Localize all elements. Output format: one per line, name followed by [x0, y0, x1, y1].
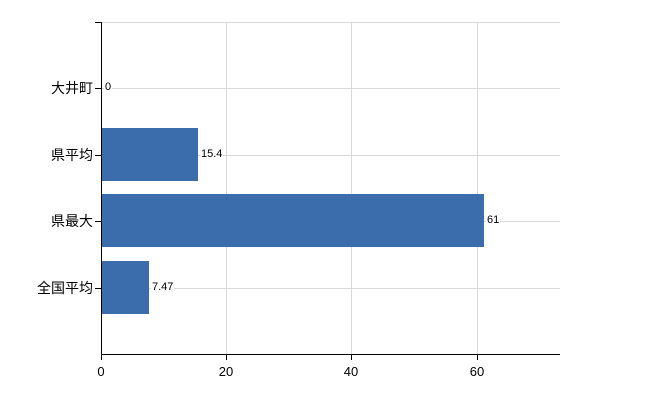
x-tick-label: 40 — [343, 364, 359, 379]
category-label: 大井町 — [51, 80, 93, 96]
value-label: 15.4 — [200, 148, 224, 161]
y-axis-tick — [95, 221, 101, 222]
gridline-h — [101, 155, 560, 156]
value-label: 7.47 — [151, 281, 175, 294]
category-label: 全国平均 — [37, 280, 93, 296]
y-axis-tick — [95, 155, 101, 156]
gridline-v — [477, 22, 478, 354]
category-label: 県平均 — [51, 147, 93, 163]
bar — [102, 128, 198, 181]
gridline-v — [351, 22, 352, 354]
value-label: 61 — [486, 214, 501, 227]
plot-top-border — [101, 22, 560, 23]
x-axis-tick — [226, 354, 227, 360]
bar — [102, 261, 149, 314]
y-axis-tick — [95, 88, 101, 89]
category-label: 県最大 — [51, 213, 93, 229]
x-tick-label: 60 — [469, 364, 485, 379]
y-axis — [101, 22, 102, 355]
x-axis-tick — [101, 354, 102, 360]
y-axis-tick — [95, 288, 101, 289]
value-label: 0 — [104, 81, 113, 94]
bar — [102, 194, 484, 247]
x-axis — [101, 354, 560, 355]
x-tick-label: 20 — [218, 364, 234, 379]
x-axis-tick — [477, 354, 478, 360]
gridline-h — [101, 88, 560, 89]
x-axis-tick — [351, 354, 352, 360]
gridline-v — [226, 22, 227, 354]
x-tick-label: 0 — [97, 364, 105, 379]
gridline-h — [101, 288, 560, 289]
y-axis-top-tick — [95, 22, 101, 23]
